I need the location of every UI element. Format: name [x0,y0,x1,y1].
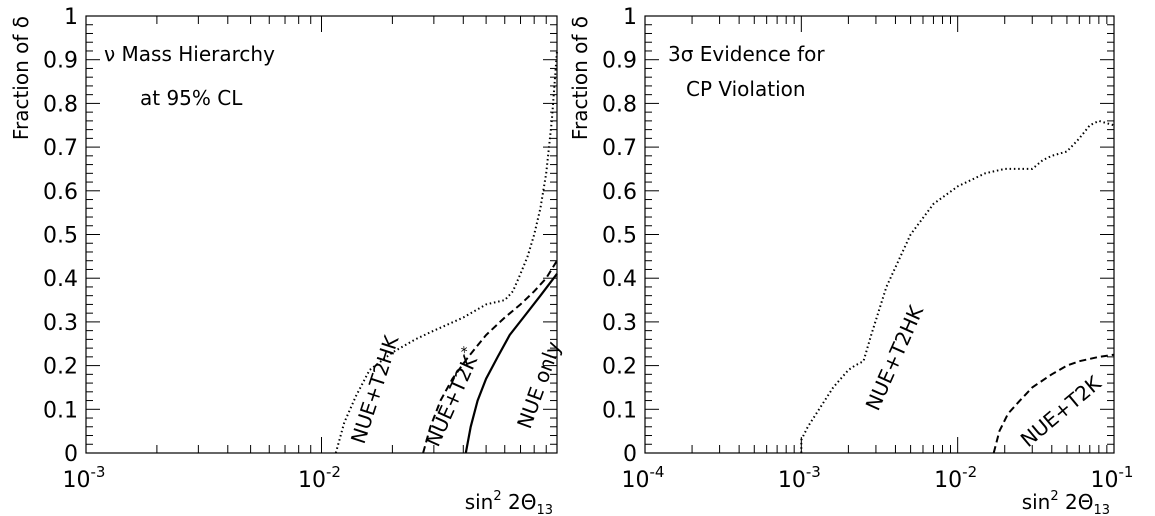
y-tick-label: 0.5 [43,224,78,249]
series-line-nue-t2k [422,260,558,454]
y-tick-label: 0.7 [602,136,637,161]
series-line-nue-t2hk [334,50,558,454]
panel-annotation: at 95% CL [140,86,243,110]
y-tick-label: 0.5 [602,224,637,249]
y-tick-label: 0.8 [43,92,78,117]
x-tick-label: 10-3 [778,463,821,493]
y-tick-label: 0.9 [602,49,637,74]
x-tick-label: 10-4 [622,463,665,493]
panel-annotation: 3σ Evidence for [668,42,825,66]
series-label-nue-t2hk: NUE+T2HK [346,332,404,447]
y-tick-label: 1 [64,5,78,30]
series-line-nue-t2hk [800,119,1115,453]
y-axis-title: Fraction of δ [568,16,592,140]
y-tick-label: 0.2 [43,355,78,380]
y-axis-title: Fraction of δ [9,16,33,140]
x-tick-label: 10-1 [1091,463,1134,493]
y-tick-label: 0.1 [602,398,637,423]
y-tick-label: 0.3 [602,311,637,336]
x-tick-label: 10-2 [934,463,977,493]
x-tick-label: 10-2 [298,463,341,493]
series-line-nue-t2k [992,353,1115,454]
panel-annotation: ν Mass Hierarchy [104,42,275,66]
left-panel-mass-hierarchy: 0 0.1 0.2 0.3 0.4 0.5 0.6 0.7 0.8 0.9 1 10-3 10-2 Fra… [9,5,566,516]
y-tick-label: 0.1 [43,398,78,423]
y-tick-label: 0.3 [43,311,78,336]
y-tick-label: 0.8 [602,92,637,117]
panel-annotation: CP Violation [686,77,806,101]
series-label-nue-t2k: NUE+T2K [1016,370,1106,451]
right-panel-cp-violation: 0 0.1 0.2 0.3 0.4 0.5 0.6 0.7 0.8 0.9 1 10-4 10-3 10-… [568,5,1133,516]
y-tick-label: 0.2 [602,355,637,380]
y-tick-label: 0 [623,442,637,467]
series-label-nue-t2k: NUE+T2K* [419,344,485,450]
series-label-nue-t2hk: NUE+T2HK [861,301,929,414]
y-tick-label: 0 [64,442,78,467]
y-tick-label: 0.7 [43,136,78,161]
series-label-nue-only: NUE only [512,338,566,432]
y-tick-label: 0.6 [602,180,637,205]
series-line-nue-only [464,273,558,454]
y-tick-label: 0.6 [43,180,78,205]
x-tick-label: 10-3 [63,463,106,493]
y-tick-label: 0.4 [602,267,637,292]
x-axis-title: sin2 2Θ13 [1022,489,1110,516]
y-tick-label: 1 [623,5,637,30]
plot-frame [85,15,558,454]
x-axis-title: sin2 2Θ13 [465,489,553,516]
y-tick-label: 0.9 [43,49,78,74]
y-tick-label: 0.4 [43,267,78,292]
